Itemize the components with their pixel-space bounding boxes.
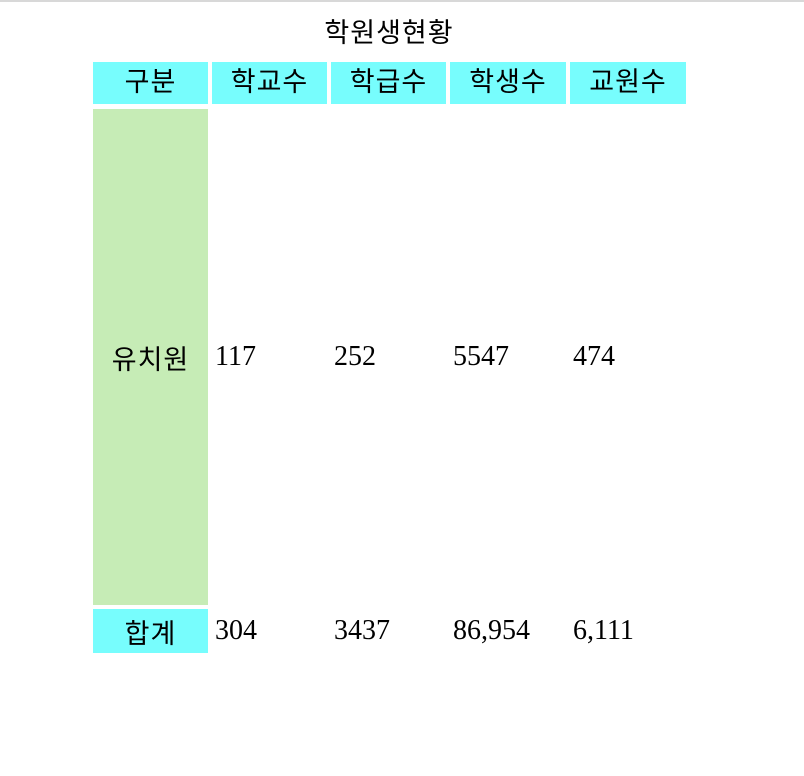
header-classes: 학급수 <box>331 62 446 104</box>
header-schools: 학교수 <box>212 62 327 104</box>
total-schools: 304 <box>215 615 257 646</box>
row-label-total: 합계 <box>93 609 208 653</box>
header-students: 학생수 <box>450 62 566 104</box>
page-title: 학원생현황 <box>324 18 454 49</box>
header-teachers: 교원수 <box>570 62 686 104</box>
header-gubun: 구분 <box>93 62 208 104</box>
total-teachers: 6,111 <box>573 615 634 646</box>
kindergarten-schools: 117 <box>215 341 256 372</box>
total-classes: 3437 <box>334 615 390 646</box>
kindergarten-classes: 252 <box>334 341 376 372</box>
top-border <box>0 0 804 2</box>
kindergarten-teachers: 474 <box>573 341 615 372</box>
row-label-kindergarten: 유치원 <box>93 109 208 605</box>
kindergarten-students: 5547 <box>453 341 509 372</box>
total-students: 86,954 <box>453 615 530 646</box>
